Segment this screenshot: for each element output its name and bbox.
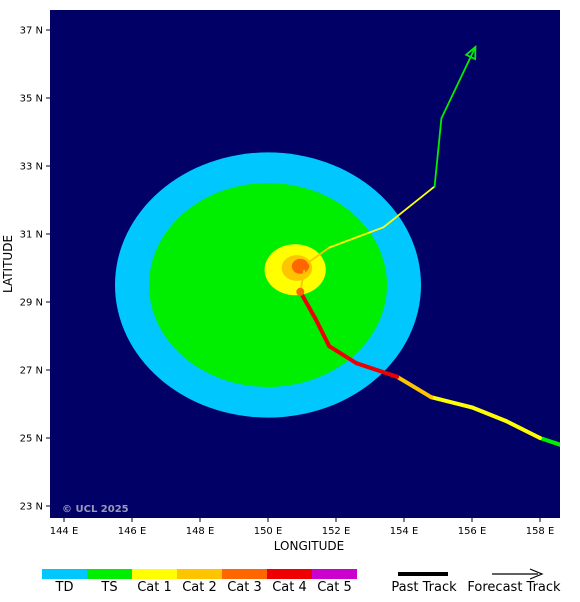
legend-label: TD bbox=[55, 580, 74, 595]
x-tick-label: 148 E bbox=[186, 526, 215, 537]
legend-swatch-ts bbox=[87, 569, 132, 579]
y-axis-label: LATITUDE bbox=[1, 235, 15, 293]
copyright-text: © UCL 2025 bbox=[62, 504, 129, 515]
x-tick-label: 146 E bbox=[118, 526, 147, 537]
past-track-segment bbox=[298, 289, 318, 321]
forecast-track-label: Forecast Track bbox=[467, 580, 561, 595]
forecast-track-segment bbox=[382, 185, 436, 229]
latitude-axis: 37 N 35 N 33 N 31 N 29 N 27 N 25 N 23 N bbox=[20, 26, 50, 513]
forecast-track-segment bbox=[355, 226, 385, 239]
y-tick-label: 27 N bbox=[20, 366, 43, 377]
x-tick-label: 144 E bbox=[50, 526, 79, 537]
forecast-track-segment bbox=[433, 117, 443, 188]
y-tick-label: 31 N bbox=[20, 230, 43, 241]
y-tick-label: 23 N bbox=[20, 502, 43, 513]
past-track-segment bbox=[504, 419, 542, 440]
legend-swatch-td bbox=[42, 569, 87, 579]
legend-label: Cat 3 bbox=[227, 580, 262, 595]
past-track-segment bbox=[470, 405, 508, 423]
x-axis-label: LONGITUDE bbox=[274, 539, 344, 553]
past-track-legend: Past Track bbox=[391, 572, 457, 595]
y-tick-label: 29 N bbox=[20, 298, 43, 309]
wind-field-swath bbox=[115, 152, 421, 418]
longitude-axis: 144 E 146 E 148 E 150 E 152 E 154 E 156 E 158 E bbox=[50, 518, 555, 537]
storm-tracks bbox=[296, 45, 560, 447]
legend-label: TS bbox=[100, 580, 117, 595]
past-track-segment bbox=[429, 395, 474, 410]
x-tick-label: 158 E bbox=[526, 526, 555, 537]
legend-label: Cat 5 bbox=[317, 580, 352, 595]
forecast-arrow-icon bbox=[529, 568, 544, 580]
past-track-segment bbox=[395, 374, 434, 400]
forecast-arrow-icon bbox=[464, 45, 477, 61]
forecast-track-segment bbox=[304, 246, 331, 266]
storm-position-marker bbox=[301, 262, 310, 271]
legend-swatch-cat-5 bbox=[312, 569, 357, 579]
legend-label: Cat 1 bbox=[137, 580, 172, 595]
forecast-track-legend: Forecast Track bbox=[467, 568, 561, 595]
y-tick-label: 25 N bbox=[20, 434, 43, 445]
legend-label: Cat 2 bbox=[182, 580, 217, 595]
y-tick-label: 33 N bbox=[20, 162, 43, 173]
forecast-track-segment bbox=[440, 46, 477, 120]
x-tick-label: 154 E bbox=[390, 526, 419, 537]
past-track-segment bbox=[313, 317, 332, 349]
legend-swatch-cat-1 bbox=[132, 569, 177, 579]
storm-position-marker bbox=[296, 287, 305, 296]
legend: TD TS Cat 1 Cat 2 Cat 3 Cat 4 Cat 5 bbox=[42, 569, 357, 595]
x-tick-label: 156 E bbox=[458, 526, 487, 537]
y-tick-label: 35 N bbox=[20, 94, 43, 105]
wind-ring-ts bbox=[149, 183, 387, 387]
legend-label: Cat 4 bbox=[272, 580, 307, 595]
forecast-track-segment bbox=[328, 236, 358, 249]
past-track-label: Past Track bbox=[391, 580, 457, 595]
past-track-segment bbox=[538, 436, 560, 447]
legend-swatch-cat-4 bbox=[267, 569, 312, 579]
past-track-segment bbox=[327, 344, 359, 366]
past-track-segment bbox=[354, 361, 400, 379]
legend-swatch-cat-3 bbox=[222, 569, 267, 579]
x-tick-label: 152 E bbox=[322, 526, 351, 537]
y-tick-label: 37 N bbox=[20, 26, 43, 37]
legend-swatch-cat-2 bbox=[177, 569, 222, 579]
x-tick-label: 150 E bbox=[254, 526, 283, 537]
